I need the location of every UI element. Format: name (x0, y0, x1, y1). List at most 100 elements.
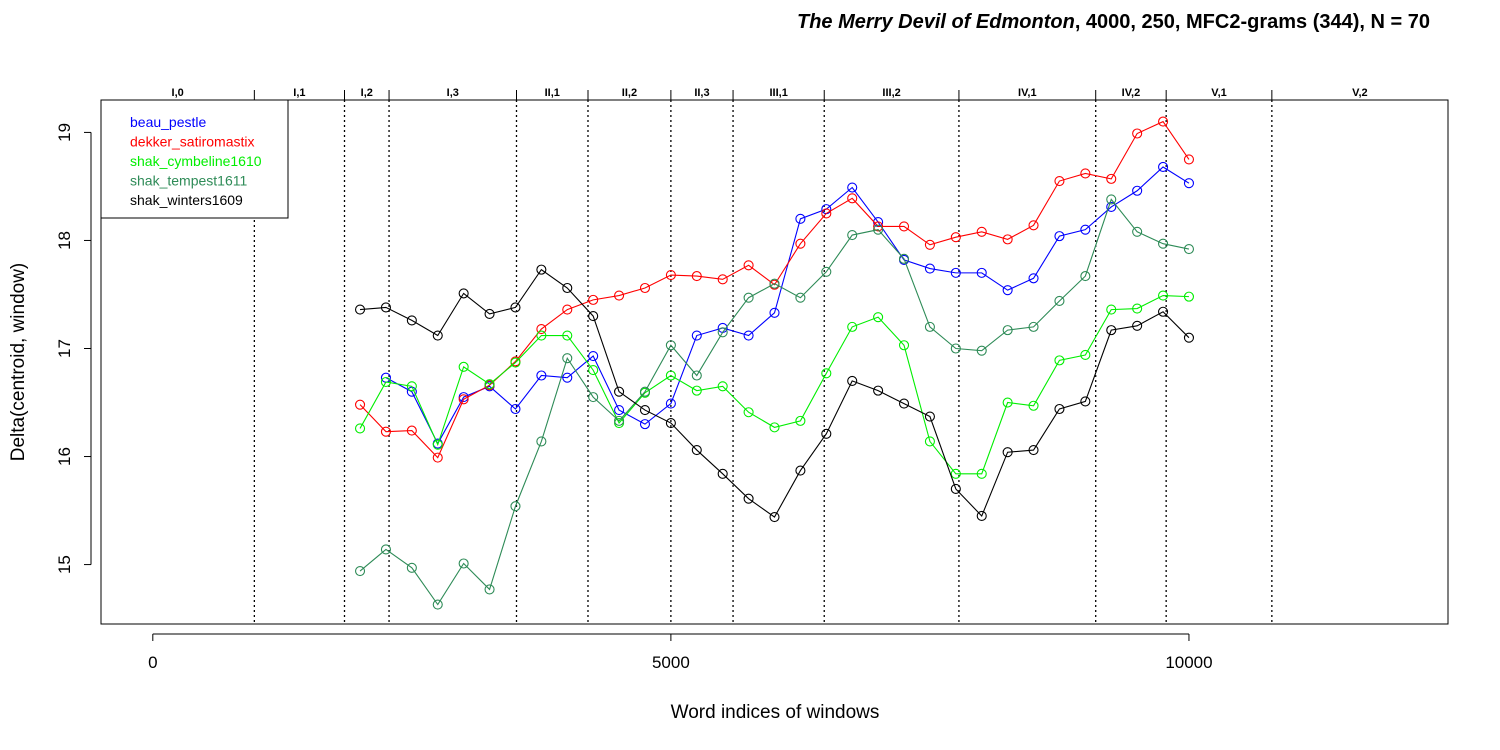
data-point-shak_tempest1611 (432, 599, 443, 610)
data-point-shak_tempest1611 (484, 584, 495, 595)
data-point-dekker_satiromastix (1002, 234, 1013, 245)
data-point-shak_cymbeline1610 (847, 321, 858, 332)
data-point-shak_tempest1611 (1080, 271, 1091, 282)
data-point-shak_tempest1611 (614, 415, 625, 426)
act-scene-label: V,2 (1352, 87, 1368, 99)
plot-frame (100, 99, 1449, 625)
series-line-beau_pestle (385, 166, 1190, 445)
data-point-beau_pestle (639, 419, 651, 430)
data-point-shak_winters1609 (950, 483, 961, 494)
data-point-dekker_satiromastix (1080, 168, 1091, 179)
data-point-beau_pestle (1028, 273, 1039, 284)
data-point-dekker_satiromastix (380, 426, 391, 437)
y-tick-label: 19 (55, 123, 74, 142)
data-point-dekker_satiromastix (639, 282, 651, 294)
data-point-shak_cymbeline1610 (1132, 303, 1143, 314)
data-point-shak_winters1609 (1002, 447, 1013, 458)
legend: beau_pestle dekker_satiromastix shak_cymbe… (100, 99, 289, 219)
data-point-shak_winters1609 (1080, 396, 1091, 407)
data-point-dekker_satiromastix (1183, 154, 1195, 165)
data-point-dekker_satiromastix (1028, 220, 1039, 231)
data-point-shak_cymbeline1610 (1028, 400, 1039, 411)
act-scene-label: I,2 (361, 87, 373, 99)
data-point-beau_pestle (924, 263, 935, 274)
data-point-beau_pestle (665, 398, 676, 409)
data-point-shak_tempest1611 (510, 501, 521, 512)
data-point-shak_winters1609 (1028, 445, 1039, 456)
data-point-shak_tempest1611 (536, 436, 547, 447)
data-point-shak_tempest1611 (562, 353, 573, 364)
data-point-shak_cymbeline1610 (380, 376, 391, 388)
data-point-shak_tempest1611 (795, 292, 806, 303)
chart-title-rest: , 4000, 250, MFC2-grams (344), N = 70 (1075, 11, 1430, 33)
data-point-dekker_satiromastix (406, 425, 417, 436)
act-scene-label: II,3 (694, 87, 709, 99)
data-point-shak_cymbeline1610 (821, 368, 832, 379)
act-scene-label: I,3 (447, 87, 459, 99)
data-point-dekker_satiromastix (821, 208, 832, 219)
data-point-shak_winters1609 (432, 330, 443, 341)
data-point-dekker_satiromastix (795, 238, 806, 249)
data-point-dekker_satiromastix (1132, 128, 1143, 139)
scene-divisions: I,0 I,1 I,2 I,3 II,1 II,2 II,3 III,1 III,2 IV,1 IV… (172, 87, 1368, 624)
legend-box (100, 99, 289, 219)
data-point-shak_cymbeline1610 (1106, 304, 1117, 315)
data-point-shak_cymbeline1610 (691, 385, 702, 396)
series-line-shak_winters1609 (359, 268, 1190, 518)
chart-title: The Merry Devil of Edmonton, 4000, 250, … (797, 11, 1430, 33)
data-point-beau_pestle (847, 182, 858, 193)
data-point-shak_tempest1611 (354, 566, 366, 577)
data-point-beau_pestle (562, 372, 573, 383)
data-point-shak_tempest1611 (1158, 238, 1169, 249)
data-point-shak_tempest1611 (717, 327, 728, 338)
data-point-shak_winters1609 (924, 411, 935, 422)
data-point-shak_tempest1611 (847, 230, 858, 241)
data-point-shak_winters1609 (743, 493, 754, 504)
data-point-shak_cymbeline1610 (898, 340, 910, 351)
data-point-shak_tempest1611 (458, 558, 469, 569)
data-point-shak_winters1609 (1132, 320, 1143, 331)
data-point-dekker_satiromastix (1054, 175, 1065, 187)
data-point-shak_cymbeline1610 (536, 330, 547, 341)
act-scene-label: II,2 (622, 87, 637, 99)
data-point-beau_pestle (588, 351, 599, 362)
data-point-beau_pestle (976, 267, 987, 278)
data-point-dekker_satiromastix (717, 274, 728, 285)
data-point-dekker_satiromastix (847, 193, 858, 204)
x-tick-label: 0 (148, 653, 157, 672)
data-point-shak_tempest1611 (380, 544, 391, 555)
data-point-shak_tempest1611 (1183, 244, 1195, 255)
act-scene-label: I,0 (172, 87, 184, 99)
data-point-dekker_satiromastix (432, 452, 443, 463)
y-tick-label: 15 (55, 555, 74, 574)
data-point-beau_pestle (1132, 185, 1143, 196)
data-point-shak_winters1609 (769, 511, 780, 523)
data-point-shak_winters1609 (510, 302, 521, 313)
act-scene-label: II,1 (545, 87, 560, 99)
data-point-dekker_satiromastix (898, 221, 910, 232)
data-point-shak_winters1609 (873, 385, 884, 396)
data-point-shak_cymbeline1610 (743, 407, 754, 418)
data-point-shak_winters1609 (898, 398, 910, 409)
data-point-shak_tempest1611 (1106, 194, 1117, 205)
data-point-shak_winters1609 (458, 288, 469, 299)
act-scene-label: IV,1 (1018, 87, 1037, 99)
y-tick-label: 16 (55, 447, 74, 466)
data-point-dekker_satiromastix (536, 323, 547, 335)
x-tick-label: 5000 (652, 653, 690, 672)
data-point-shak_tempest1611 (406, 562, 417, 573)
data-point-shak_winters1609 (1183, 332, 1195, 343)
data-point-beau_pestle (691, 330, 702, 341)
act-scene-label: I,1 (293, 87, 305, 99)
data-point-dekker_satiromastix (743, 260, 754, 271)
data-point-shak_tempest1611 (924, 321, 935, 332)
data-point-shak_tempest1611 (743, 292, 754, 303)
data-point-shak_cymbeline1610 (1054, 355, 1065, 366)
data-point-shak_winters1609 (639, 405, 651, 416)
data-point-beau_pestle (614, 405, 625, 416)
data-point-dekker_satiromastix (924, 239, 935, 250)
data-point-shak_tempest1611 (950, 343, 961, 354)
data-point-dekker_satiromastix (1106, 173, 1117, 184)
act-scene-label: III,1 (769, 87, 787, 99)
